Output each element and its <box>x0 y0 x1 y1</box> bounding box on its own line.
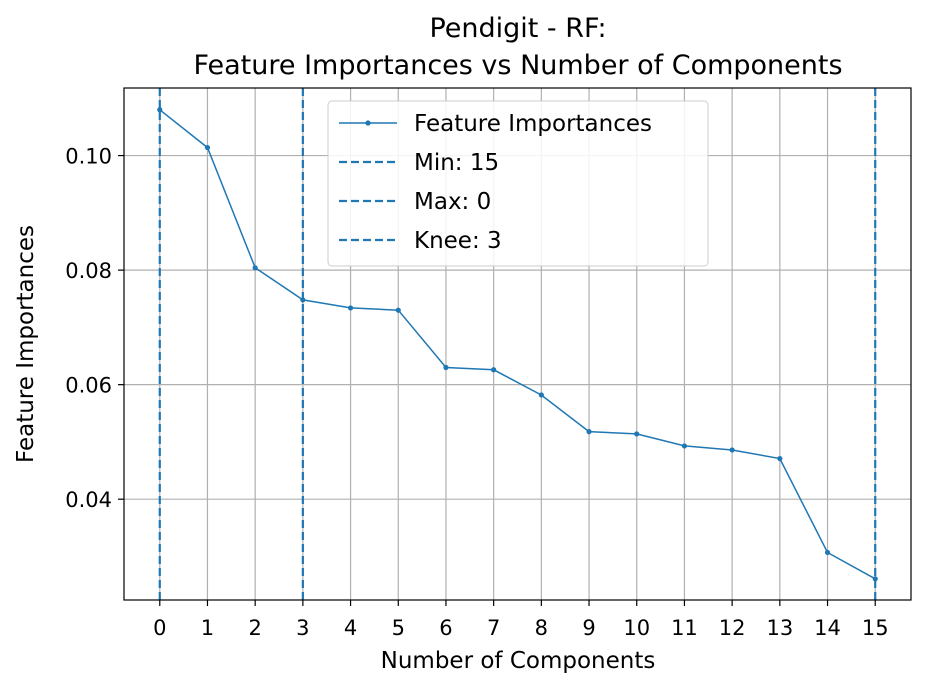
legend-label-knee: Knee: 3 <box>414 228 502 254</box>
x-tick-label: 14 <box>814 616 841 640</box>
x-axis-label: Number of Components <box>381 648 656 674</box>
x-tick-label: 7 <box>487 616 500 640</box>
y-tick-label: 0.08 <box>65 259 112 283</box>
x-tick-label: 11 <box>671 616 698 640</box>
legend-label-min: Min: 15 <box>414 150 499 176</box>
data-point <box>347 305 354 311</box>
data-point <box>157 107 163 113</box>
legend-box <box>327 100 709 267</box>
data-point <box>204 144 211 151</box>
x-tick-label: 0 <box>153 616 166 640</box>
series-line <box>159 109 876 580</box>
data-point <box>300 297 306 303</box>
x-tick-label: 6 <box>439 616 452 640</box>
x-axis-ticks: 0 1 2 3 4 5 6 7 8 9 10 11 12 13 14 15 <box>153 600 889 640</box>
data-point <box>252 265 258 271</box>
data-point <box>872 576 878 582</box>
chart-title-line-2: Feature Importances vs Number of Compone… <box>193 50 842 81</box>
data-point <box>634 431 640 437</box>
data-point <box>538 392 544 398</box>
y-tick-label: 0.10 <box>65 145 112 169</box>
data-point <box>681 443 688 449</box>
data-point <box>729 447 735 453</box>
plot-frame <box>123 87 912 601</box>
data-point <box>586 429 592 435</box>
chart-title-line-1: Pendigit - RF: <box>429 13 606 44</box>
x-tick-label: 15 <box>862 616 889 640</box>
series-layer <box>157 107 878 582</box>
x-tick-label: 3 <box>296 616 309 640</box>
data-point <box>395 307 401 313</box>
x-tick-label: 12 <box>719 616 746 640</box>
legend-label-max: Max: 0 <box>414 189 491 215</box>
legend: Feature Importances Min: 15 Max: 0 Knee:… <box>327 100 709 267</box>
x-tick-label: 2 <box>248 616 261 640</box>
legend-marker-feature-importances <box>365 120 371 126</box>
x-tick-label: 5 <box>392 616 405 640</box>
legend-label-feature-importances: Feature Importances <box>414 111 652 137</box>
x-tick-label: 13 <box>766 616 793 640</box>
y-tick-label: 0.04 <box>65 488 112 512</box>
data-point <box>491 367 497 373</box>
data-point <box>824 549 831 556</box>
data-point <box>777 455 783 462</box>
x-tick-label: 9 <box>582 616 595 640</box>
data-point <box>443 364 449 371</box>
vertical-reference-lines <box>158 88 877 600</box>
x-tick-label: 10 <box>623 616 650 640</box>
x-tick-label: 4 <box>344 616 357 640</box>
x-tick-label: 1 <box>201 616 214 640</box>
y-axis-label: Feature Importances <box>13 225 39 463</box>
x-tick-label: 8 <box>535 616 548 640</box>
y-axis-ticks: 0.04 0.06 0.08 0.10 <box>65 145 124 512</box>
y-tick-label: 0.06 <box>65 374 112 398</box>
